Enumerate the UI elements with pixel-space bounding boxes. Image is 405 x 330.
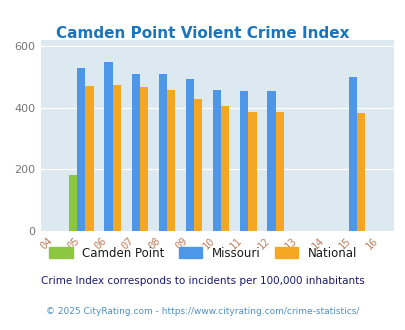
Bar — [85, 86, 93, 231]
Bar — [348, 77, 356, 231]
Legend: Camden Point, Missouri, National: Camden Point, Missouri, National — [44, 242, 361, 264]
Bar — [248, 112, 256, 231]
Text: Camden Point Violent Crime Index: Camden Point Violent Crime Index — [56, 26, 349, 41]
Bar — [69, 175, 77, 231]
Bar — [275, 112, 283, 231]
Bar — [185, 79, 194, 231]
Bar — [194, 99, 202, 231]
Bar — [139, 87, 147, 231]
Bar — [158, 75, 166, 231]
Bar — [213, 90, 221, 231]
Bar — [221, 106, 229, 231]
Bar — [112, 85, 120, 231]
Bar — [267, 90, 275, 231]
Bar — [166, 90, 175, 231]
Bar — [77, 68, 85, 231]
Text: © 2025 CityRating.com - https://www.cityrating.com/crime-statistics/: © 2025 CityRating.com - https://www.city… — [46, 307, 359, 315]
Bar — [131, 75, 139, 231]
Bar — [104, 62, 112, 231]
Bar — [240, 91, 248, 231]
Bar — [356, 113, 364, 231]
Text: Crime Index corresponds to incidents per 100,000 inhabitants: Crime Index corresponds to incidents per… — [41, 276, 364, 286]
